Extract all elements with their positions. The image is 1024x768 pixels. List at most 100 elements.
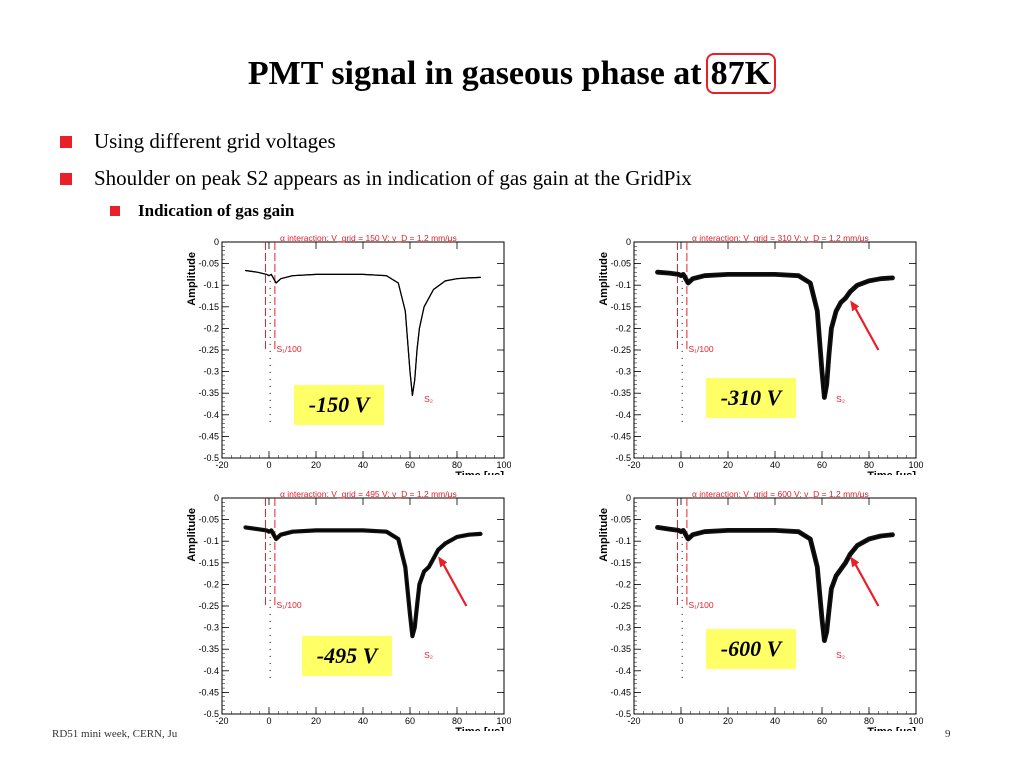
y-tick-label: -0.45 [198, 431, 219, 441]
y-tick-label: -0.4 [203, 666, 219, 676]
x-tick-label: 60 [817, 460, 827, 470]
y-tick-label: -0.4 [615, 410, 631, 420]
y-tick-label: -0.3 [203, 367, 219, 377]
plot-frame [221, 497, 505, 715]
bullet-square-icon [60, 173, 72, 185]
sub-bullet-square-icon [110, 206, 120, 216]
y-axis-label: Amplitude [186, 508, 198, 562]
y-tick-label: -0.05 [610, 259, 631, 269]
x-tick-label: 80 [864, 460, 874, 470]
footer-event: RD51 mini week, CERN, Ju [52, 728, 178, 740]
slide-title: PMT signal in gaseous phase at 87K [0, 52, 1024, 96]
x-tick-label: 0 [678, 460, 683, 470]
shoulder-arrow-shaft [440, 559, 468, 607]
y-axis-label: Amplitude [598, 252, 610, 306]
interaction-annotation: α interaction; V_grid = 310 V; v_D = 1.2… [692, 233, 869, 243]
s2-label: S₂ [424, 650, 433, 660]
x-tick-label: 60 [405, 716, 415, 726]
x-tick-label: 40 [770, 460, 780, 470]
bullet-text: Shoulder on peak S2 appears as in indica… [94, 166, 692, 190]
s1-label: S₁/100 [277, 344, 302, 354]
y-tick-label: -0.05 [198, 515, 219, 525]
y-tick-label: -0.35 [198, 388, 219, 398]
x-tick-label: 80 [452, 716, 462, 726]
y-tick-label: -0.4 [203, 410, 219, 420]
y-tick-label: -0.45 [198, 687, 219, 697]
y-tick-label: -0.25 [610, 345, 631, 355]
x-tick-label: 80 [452, 460, 462, 470]
s1-label: S₁/100 [689, 600, 714, 610]
chart-svg-600v: 0 -0.05 -0.1 -0.15 -0.2 -0.25 -0.3 -0.35 -0.4 -0.… [598, 489, 923, 731]
y-tick-label: -0.2 [203, 323, 219, 333]
x-tick-label: -20 [627, 716, 640, 726]
y-tick-label: -0.45 [610, 431, 631, 441]
x-tick-label: -20 [627, 460, 640, 470]
y-tick-label: -0.4 [615, 666, 631, 676]
y-tick-label: -0.25 [198, 601, 219, 611]
x-tick-label: 20 [723, 716, 733, 726]
x-tick-label: 20 [723, 460, 733, 470]
waveform-line [657, 271, 893, 399]
x-tick-label: 60 [817, 716, 827, 726]
x-tick-label: 80 [864, 716, 874, 726]
x-axis-label: Time [μs] [455, 470, 504, 475]
x-tick-label: 40 [358, 716, 368, 726]
shoulder-arrow-head [438, 556, 448, 568]
y-tick-label: -0.15 [198, 558, 219, 568]
x-tick-label: 0 [266, 716, 271, 726]
y-tick-label: -0.1 [203, 536, 219, 546]
y-tick-label: -0.35 [610, 644, 631, 654]
shoulder-arrow-head [850, 556, 860, 568]
y-tick-label: -0.1 [203, 280, 219, 290]
interaction-annotation: α interaction; V_grid = 150 V; v_D = 1.2… [280, 233, 457, 243]
y-tick-label: -0.5 [203, 709, 219, 719]
page-number: 9 [945, 728, 951, 740]
y-axis-label: Amplitude [598, 508, 610, 562]
x-tick-label: -20 [215, 460, 228, 470]
waveform-line [245, 269, 481, 396]
y-tick-label: -0.45 [610, 687, 631, 697]
y-tick-label: -0.15 [610, 302, 631, 312]
x-tick-label: 40 [770, 716, 780, 726]
y-tick-label: -0.3 [203, 623, 219, 633]
s1-label: S₁/100 [277, 600, 302, 610]
x-tick-label: 40 [358, 460, 368, 470]
y-tick-label: -0.2 [615, 323, 631, 333]
x-axis-label: Time [μs] [867, 470, 916, 475]
x-tick-label: 100 [908, 460, 923, 470]
chart-panel-310v: 0 -0.05 -0.1 -0.15 -0.2 -0.25 -0.3 -0.35 -0.4 -0.… [598, 230, 923, 475]
waveform-line [657, 526, 893, 642]
sub-bullet-gas-gain: Indication of gas gain [110, 200, 294, 222]
bullet-shoulder-peak: Shoulder on peak S2 appears as in indica… [60, 165, 692, 191]
x-tick-label: 100 [908, 716, 923, 726]
x-tick-label: 0 [266, 460, 271, 470]
y-tick-label: 0 [626, 493, 631, 503]
y-tick-label: -0.5 [615, 453, 631, 463]
bullet-text: Using different grid voltages [94, 129, 336, 153]
voltage-label-310v: -310 V [706, 378, 796, 418]
x-tick-label: 20 [311, 460, 321, 470]
y-tick-label: 0 [214, 493, 219, 503]
y-tick-label: -0.15 [198, 302, 219, 312]
y-tick-label: 0 [626, 237, 631, 247]
y-tick-label: -0.05 [198, 259, 219, 269]
shoulder-arrow-shaft [852, 303, 880, 351]
voltage-label-150v: -150 V [294, 385, 384, 425]
bullet-square-icon [60, 136, 72, 148]
x-tick-label: -20 [215, 716, 228, 726]
voltage-label-495v: -495 V [302, 636, 392, 676]
y-tick-label: -0.25 [610, 601, 631, 611]
y-tick-label: -0.3 [615, 367, 631, 377]
s2-label: S₂ [836, 650, 845, 660]
y-axis-label: Amplitude [186, 252, 198, 306]
x-tick-label: 0 [678, 716, 683, 726]
y-tick-label: -0.2 [615, 579, 631, 589]
voltage-label-600v: -600 V [706, 629, 796, 669]
shoulder-arrow-head [850, 300, 860, 312]
x-tick-label: 100 [496, 716, 511, 726]
interaction-annotation: α interaction; V_grid = 495 V; v_D = 1.2… [280, 489, 457, 499]
y-tick-label: -0.3 [615, 623, 631, 633]
y-tick-label: -0.1 [615, 536, 631, 546]
interaction-annotation: α interaction; V_grid = 600 V; v_D = 1.2… [692, 489, 869, 499]
chart-svg-310v: 0 -0.05 -0.1 -0.15 -0.2 -0.25 -0.3 -0.35 -0.4 -0.… [598, 233, 923, 475]
